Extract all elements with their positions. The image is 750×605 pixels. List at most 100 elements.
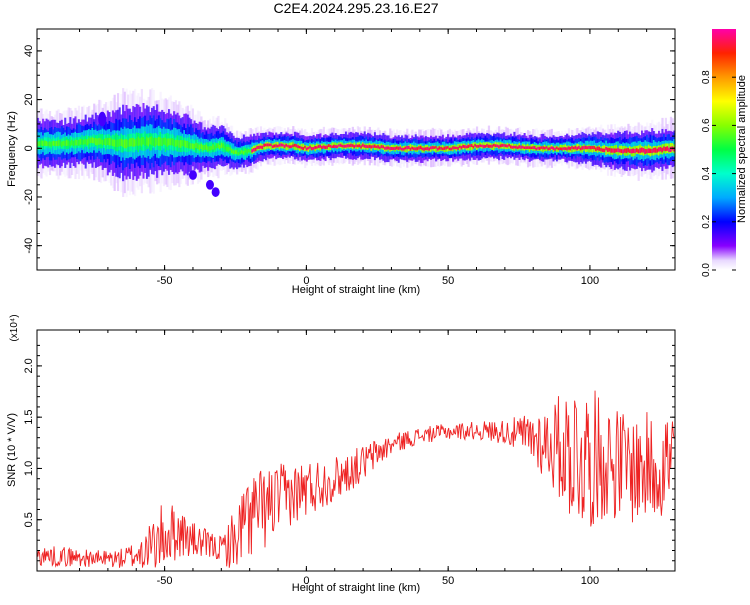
snr-xtick-label: 0	[303, 575, 309, 587]
spectrogram-cell	[613, 148, 616, 153]
spectrogram-cell	[307, 146, 310, 150]
spectrogram-cell	[339, 143, 343, 147]
spectrogram-cell	[275, 144, 278, 148]
spectrogram-cell	[122, 139, 125, 147]
spectrogram-blob	[188, 170, 197, 180]
spectrogram-cell	[392, 147, 395, 150]
spectrogram-cell	[281, 143, 285, 147]
spectrogram-ytick-label: 20	[23, 93, 35, 105]
spectrogram-cell	[418, 146, 421, 150]
spectrogram-cell	[312, 147, 315, 150]
spectrogram-cell	[421, 147, 424, 151]
spectrogram-cell	[82, 139, 86, 145]
spectrogram-cell	[43, 140, 47, 146]
spectrogram-cell	[508, 143, 511, 147]
spectrogram-cell	[273, 144, 276, 148]
spectrogram-cell	[96, 138, 99, 146]
spectrogram-cell	[363, 144, 366, 148]
spectrogram-cell	[156, 138, 159, 146]
spectrogram-cell	[237, 148, 240, 156]
spectrogram-cell	[515, 145, 518, 149]
spectrogram-cell	[578, 145, 581, 150]
spectrogram-cell	[178, 140, 181, 148]
spectrogram-cell	[297, 145, 300, 149]
spectrogram-cell	[38, 141, 41, 147]
snr-ytick-label: 0.5	[23, 512, 35, 527]
spectrogram-cell	[651, 149, 654, 154]
spectrogram-cell	[528, 146, 531, 149]
spectrogram-cell	[399, 146, 402, 150]
spectrogram-cell	[457, 146, 460, 150]
spectrogram-cell	[511, 145, 514, 149]
spectrogram-cell	[533, 146, 536, 150]
spectrogram-cell	[586, 146, 589, 150]
spectrogram-cell	[361, 143, 365, 147]
spectrogram-xlabel: Height of straight line (km)	[292, 284, 420, 296]
spectrogram-cell	[147, 137, 150, 147]
spectrogram-cell	[326, 145, 329, 149]
spectrogram-cell	[128, 138, 132, 147]
spectrogram-cell	[71, 139, 74, 146]
spectrogram-cell	[630, 149, 633, 154]
spectrogram-cell	[65, 140, 69, 146]
spectrogram-cell	[142, 136, 145, 145]
spectrogram-cell	[659, 146, 662, 152]
spectrogram-cell	[412, 147, 416, 151]
spectrogram-cell	[378, 146, 382, 150]
spectrogram-cell	[623, 148, 627, 153]
spectrogram-cell	[344, 144, 348, 148]
spectrogram-cell	[581, 146, 584, 150]
spectrogram-blob	[98, 111, 107, 127]
spectrogram-cell	[518, 145, 521, 149]
spectrogram-cell	[137, 136, 140, 146]
spectrogram-xtick-label: -50	[157, 275, 173, 287]
spectrogram-cell	[443, 146, 446, 150]
spectrogram-cell	[649, 148, 652, 154]
spectrogram-cell	[368, 144, 371, 148]
spectrogram-cell	[394, 147, 397, 150]
spectrogram-cell	[642, 147, 645, 153]
spectrogram-cell	[81, 138, 84, 145]
spectrogram-cell	[164, 137, 167, 146]
spectrogram-cell	[292, 144, 295, 148]
snr-frame	[36, 329, 676, 572]
spectrogram-cell	[654, 147, 657, 153]
spectrogram-cell	[133, 139, 137, 147]
spectrogram-cell	[523, 146, 526, 150]
spectrogram-cell	[149, 136, 152, 145]
spectrogram-cell	[555, 146, 559, 150]
spectrogram-cell	[521, 145, 525, 149]
spectrogram-ytick-label: 0	[23, 145, 35, 151]
colorbar-tick-label: 0.2	[701, 214, 712, 228]
spectrogram-cell	[584, 145, 588, 150]
spectrogram-cell	[331, 142, 334, 149]
spectrogram-cell	[324, 145, 327, 150]
spectrogram-cell	[188, 142, 191, 149]
spectrogram-ytick-label: -40	[23, 238, 35, 254]
spectrogram-cell	[285, 143, 288, 147]
spectrogram-cell	[208, 146, 212, 151]
spectrogram-cell	[489, 144, 492, 148]
spectrogram-xtick-label: 100	[581, 275, 599, 287]
spectrogram-cell	[499, 144, 502, 148]
spectrogram-cell	[424, 147, 428, 151]
spectrogram-cell	[125, 139, 128, 149]
spectrogram-cell	[385, 146, 388, 150]
spectrogram-cell	[287, 144, 290, 148]
spectrogram-cell	[561, 147, 564, 151]
spectrogram-cell	[150, 136, 154, 146]
spectrogram-xtick-label: 0	[303, 275, 309, 287]
spectrogram-cell	[612, 148, 615, 153]
spectrogram-cell	[353, 145, 356, 149]
spectrogram-cell	[229, 147, 232, 151]
spectrogram-cell	[457, 143, 460, 150]
spectrogram-cell	[640, 147, 644, 153]
spectrogram-cell	[113, 139, 116, 147]
spectrogram-cell	[251, 149, 254, 153]
spectrogram-cell	[600, 148, 603, 152]
spectrogram-cell	[530, 146, 533, 150]
spectrogram-cell	[94, 138, 98, 145]
spectrogram-cell	[222, 143, 225, 149]
spectrogram-blob	[211, 187, 220, 197]
spectrogram-cell	[304, 145, 307, 149]
